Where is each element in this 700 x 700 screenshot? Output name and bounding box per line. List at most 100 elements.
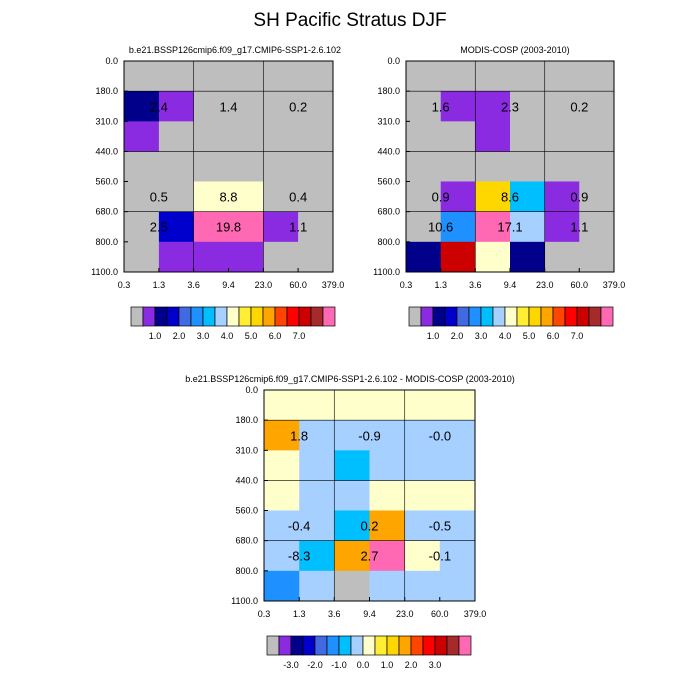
cell-value-label: 19.8 xyxy=(216,220,241,235)
heatmap-cell xyxy=(406,61,442,92)
cell-value-label: 8.8 xyxy=(219,190,237,205)
heatmap-cell xyxy=(334,420,370,451)
heatmap-cell xyxy=(264,540,300,572)
heatmap-cell xyxy=(299,510,335,542)
heatmap-cell xyxy=(193,91,229,122)
obs-heatmap: 1.6 2.3 0.2 0.9 8.6 0.9 10.6 17.1 1.1 0.3 1.3 3.6 9.… xyxy=(373,56,625,340)
x-tick-label: 3.6 xyxy=(469,280,482,290)
y-tick-label: 680.0 xyxy=(235,536,258,546)
heatmap-cell xyxy=(369,570,406,602)
heatmap-cell xyxy=(544,211,580,243)
heatmap-cell xyxy=(263,121,299,153)
heatmap-cell xyxy=(299,570,335,602)
heatmap-cell xyxy=(475,91,511,122)
cell-value-label: 1.6 xyxy=(432,99,450,114)
y-tick-label: 0.0 xyxy=(105,56,118,66)
x-tick-label: 0.3 xyxy=(400,280,413,290)
heatmap-cell xyxy=(579,61,615,92)
heatmap-cell xyxy=(299,390,335,421)
colorbar-swatch xyxy=(278,635,292,656)
heatmap-cell xyxy=(404,390,441,421)
heatmap-cell xyxy=(264,420,300,451)
heatmap-cell xyxy=(439,570,476,602)
y-tick-label: 800.0 xyxy=(377,237,400,247)
heatmap-cell xyxy=(404,480,441,511)
colorbar-label: -1.0 xyxy=(331,660,347,670)
heatmap-cell xyxy=(544,121,580,153)
heatmap-cell xyxy=(264,390,300,421)
colorbar-label: 5.0 xyxy=(245,331,258,340)
heatmap-cell xyxy=(406,211,442,243)
heatmap-cell xyxy=(475,61,511,92)
heatmap-cell xyxy=(124,91,160,122)
y-tick-label: 0.0 xyxy=(387,56,400,66)
cell-value-label: 0.9 xyxy=(432,190,450,205)
model-heatmap: 2.4 1.4 0.2 0.5 8.8 0.4 2.5 19.8 1.1 0.3 1.3 3.6 9.4… xyxy=(91,56,345,340)
cell-value-label: 0.2 xyxy=(289,99,307,114)
heatmap-cell xyxy=(193,151,229,182)
cell-value-label: 0.2 xyxy=(570,99,588,114)
heatmap-cell xyxy=(369,420,406,451)
y-tick-label: 1100.0 xyxy=(91,267,118,277)
heatmap-cell xyxy=(440,181,476,213)
heatmap-cell xyxy=(579,151,615,182)
heatmap-cell xyxy=(439,480,476,511)
heatmap-cell xyxy=(544,181,580,213)
x-tick-label: 1.3 xyxy=(153,280,166,290)
colorbar-swatch xyxy=(326,635,340,656)
y-tick-label: 310.0 xyxy=(377,116,400,126)
heatmap-cell xyxy=(264,570,300,602)
heatmap-cell xyxy=(475,121,511,153)
colorbar-swatch xyxy=(374,635,388,656)
y-tick-label: 310.0 xyxy=(235,445,258,455)
heatmap-cell xyxy=(298,121,334,153)
heatmap-cell xyxy=(510,211,546,243)
heatmap-cell xyxy=(158,181,195,213)
colorbar-label: -3.0 xyxy=(283,660,299,670)
heatmap-cell xyxy=(158,61,195,92)
cell-value-label: 0.5 xyxy=(150,190,168,205)
heatmap-cell xyxy=(228,151,264,182)
x-tick-label: 379.0 xyxy=(322,280,345,290)
heatmap-cell xyxy=(475,241,511,273)
heatmap-cell xyxy=(193,61,229,92)
colorbar-label: 1.0 xyxy=(427,331,440,340)
x-tick-label: 60.0 xyxy=(570,280,588,290)
heatmap-cell xyxy=(263,151,299,182)
cell-value-label: 1.4 xyxy=(219,99,237,114)
cell-value-label: -0.1 xyxy=(429,549,451,564)
heatmap-cell xyxy=(299,480,335,511)
model-panel-title: b.e21.BSSP126cmip6.f09_g17.CMIP6-SSP1-2.… xyxy=(128,45,342,55)
heatmap-cell xyxy=(193,211,229,243)
y-tick-label: 680.0 xyxy=(377,207,400,217)
heatmap-cell xyxy=(299,420,335,451)
heatmap-cell xyxy=(264,480,300,511)
y-tick-label: 680.0 xyxy=(95,207,118,217)
heatmap-cell xyxy=(579,91,615,122)
heatmap-cell xyxy=(158,211,195,243)
figure-title: SH Pacific Stratus DJF xyxy=(253,10,447,31)
heatmap-cell xyxy=(404,450,441,482)
heatmap-cell xyxy=(439,450,476,482)
x-tick-label: 23.0 xyxy=(536,280,554,290)
heatmap-cell xyxy=(298,181,334,213)
heatmap-cell xyxy=(124,241,160,273)
heatmap-cell xyxy=(369,510,406,542)
heatmap-cell xyxy=(510,241,546,273)
obs-panel-title: MODIS-COSP (2003-2010) xyxy=(460,45,570,55)
colorbar-label: 0.0 xyxy=(357,660,370,670)
heatmap-cell xyxy=(334,510,370,542)
colorbar-label: 7.0 xyxy=(571,331,584,340)
y-tick-label: 440.0 xyxy=(377,147,400,157)
colorbar-swatch xyxy=(410,635,424,656)
heatmap-cell xyxy=(406,181,442,213)
colorbar-label: 2.0 xyxy=(173,331,186,340)
x-tick-label: 9.4 xyxy=(504,280,517,290)
heatmap-cell xyxy=(334,480,370,511)
heatmap-cell xyxy=(228,121,264,153)
heatmap-cell xyxy=(158,241,195,273)
x-tick-label: 23.0 xyxy=(255,280,273,290)
heatmap-cell xyxy=(544,91,580,122)
heatmap-cell xyxy=(475,211,511,243)
heatmap-cell xyxy=(440,91,476,122)
